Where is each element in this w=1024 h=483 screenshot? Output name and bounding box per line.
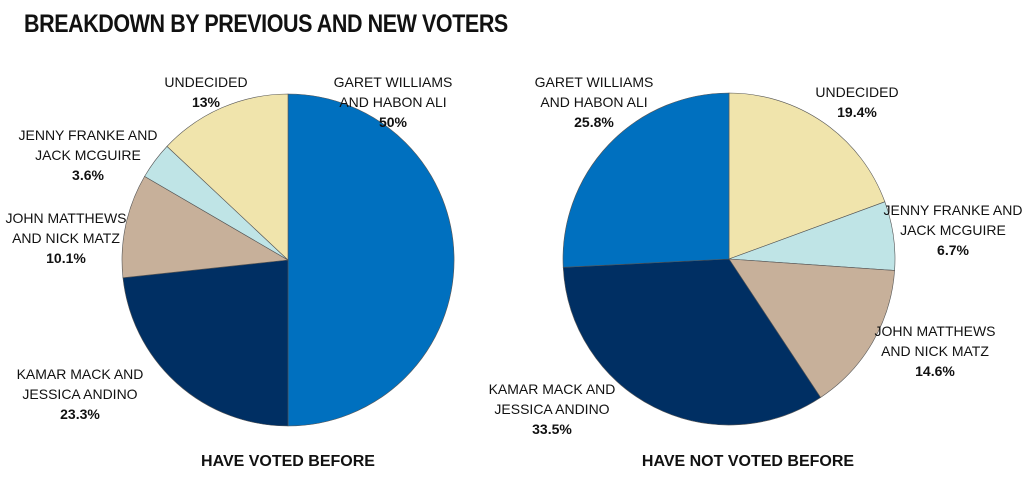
slice-label-line: AND HABON ALI xyxy=(540,94,647,110)
pie-subtitle: HAVE VOTED BEFORE xyxy=(201,453,375,470)
slice-label-line: JACK MCGUIRE xyxy=(35,147,141,163)
slice-label-line: UNDECIDED xyxy=(815,84,898,100)
slice-label-garet-williams: GARET WILLIAMS AND HABON ALI 25.8% xyxy=(535,74,654,130)
slice-percent: 25.8% xyxy=(574,114,614,130)
slice-percent: 14.6% xyxy=(915,363,955,379)
slice-label-line: JENNY FRANKE AND xyxy=(19,127,158,143)
slice-percent: 50% xyxy=(379,114,408,130)
slice-percent: 23.3% xyxy=(60,406,100,422)
slice-label-line: JESSICA ANDINO xyxy=(494,401,609,417)
pie-slice-kamar-mack-and xyxy=(562,258,821,426)
slice-percent: 10.1% xyxy=(46,250,86,266)
pie-slice-garet-williams xyxy=(562,92,730,268)
slice-percent: 6.7% xyxy=(937,242,969,258)
slice-label-line: UNDECIDED xyxy=(164,74,247,90)
pie-chart-voted-before: GARET WILLIAMS AND HABON ALI 50% KAMAR MACK… xyxy=(5,74,455,470)
slice-label-line: KAMAR MACK AND xyxy=(489,381,616,397)
slice-label-jenny-franke-and: JENNY FRANKE AND JACK MCGUIRE 3.6% xyxy=(19,127,158,183)
slice-label-line: JOHN MATTHEWS xyxy=(874,323,995,339)
chart-title: BREAKDOWN BY PREVIOUS AND NEW VOTERS xyxy=(24,10,508,38)
pie-subtitle: HAVE NOT VOTED BEFORE xyxy=(642,453,854,470)
slice-label-line: JOHN MATTHEWS xyxy=(5,210,126,226)
pie-slice-john-matthews xyxy=(121,175,289,279)
slice-percent: 33.5% xyxy=(532,421,572,437)
slice-label-undecided: UNDECIDED 19.4% xyxy=(815,84,898,120)
slice-label-line: JACK MCGUIRE xyxy=(900,222,1006,238)
slice-percent: 19.4% xyxy=(837,104,877,120)
slice-label-undecided: UNDECIDED 13% xyxy=(164,74,247,110)
slice-label-line: AND NICK MATZ xyxy=(12,230,120,246)
slice-label-john-matthews: JOHN MATTHEWS AND NICK MATZ 14.6% xyxy=(874,323,995,379)
pie-slice-undecided xyxy=(166,93,289,261)
slice-percent: 3.6% xyxy=(72,167,104,183)
slice-label-line: AND NICK MATZ xyxy=(881,343,989,359)
pie-slice-kamar-mack-and xyxy=(122,259,289,427)
slice-label-line: JENNY FRANKE AND xyxy=(884,202,1023,218)
slice-label-line: KAMAR MACK AND xyxy=(17,366,144,382)
slice-label-line: AND HABON ALI xyxy=(339,94,446,110)
slice-percent: 13% xyxy=(192,94,221,110)
pie-slice-garet-williams xyxy=(287,93,455,427)
slice-label-john-matthews: JOHN MATTHEWS AND NICK MATZ 10.1% xyxy=(5,210,126,266)
pie-slice-john-matthews xyxy=(728,258,895,398)
pie-chart-not-voted-before: UNDECIDED 19.4% JENNY FRANKE AND JACK MCGUI… xyxy=(489,74,1023,470)
slice-label-line: JESSICA ANDINO xyxy=(22,386,137,402)
slice-label-jenny-franke-and: JENNY FRANKE AND JACK MCGUIRE 6.7% xyxy=(884,202,1023,258)
slice-label-kamar-mack-and: KAMAR MACK AND JESSICA ANDINO 23.3% xyxy=(17,366,144,422)
slice-label-kamar-mack-and: KAMAR MACK AND JESSICA ANDINO 33.5% xyxy=(489,381,616,437)
slice-label-line: GARET WILLIAMS xyxy=(535,74,654,90)
slice-label-garet-williams: GARET WILLIAMS AND HABON ALI 50% xyxy=(334,74,453,130)
slice-label-line: GARET WILLIAMS xyxy=(334,74,453,90)
pie-slice-undecided xyxy=(728,92,886,260)
